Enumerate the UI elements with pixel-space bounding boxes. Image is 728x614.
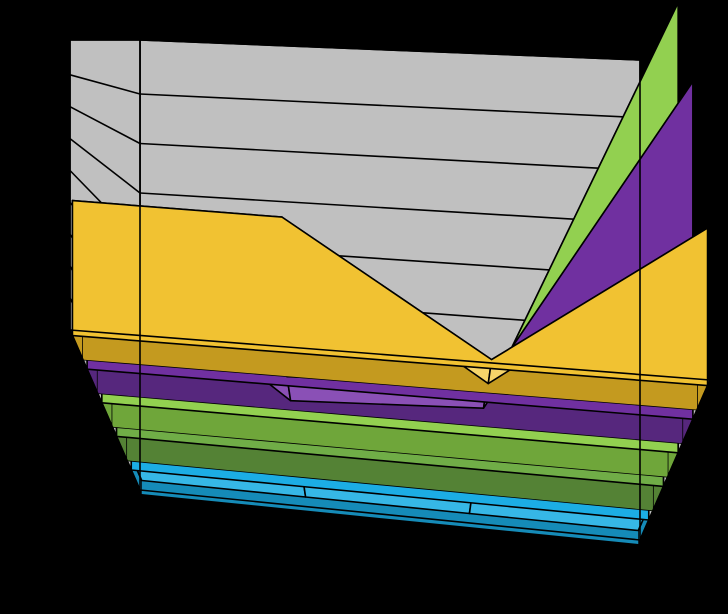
area-3d-chart bbox=[0, 0, 728, 614]
